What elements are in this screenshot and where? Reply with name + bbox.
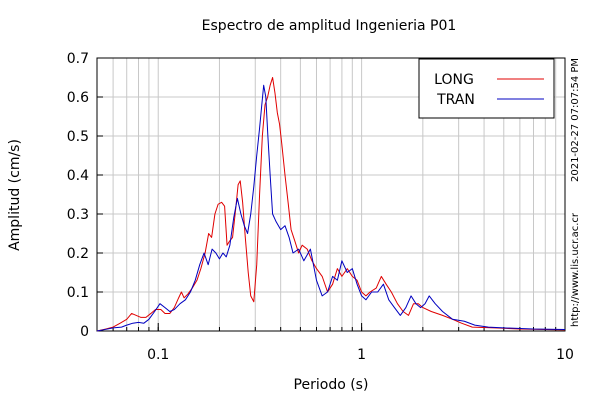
x-tick-label: 1 [357, 347, 366, 363]
legend-label-tran: TRAN [436, 92, 475, 108]
source-url-label: http://www.lis.ucr.ac.cr [570, 212, 581, 327]
series-lines [96, 77, 566, 332]
legend-box [418, 58, 555, 119]
axes: 0 0.1 0.2 0.3 0.4 0.5 0.6 0.7 0.1 1 10 [67, 51, 574, 363]
legend: LONG TRAN [418, 58, 555, 119]
y-tick-label: 0.5 [67, 129, 89, 145]
y-axis-title: Amplitud (cm/s) [7, 139, 23, 251]
x-tick-label: 0.1 [147, 347, 169, 363]
x-axis-title: Periodo (s) [294, 377, 369, 393]
y-tick-label: 0 [80, 324, 89, 340]
x-tick-label: 10 [556, 347, 574, 363]
plot-frame [96, 57, 566, 332]
y-tick-label: 0.3 [67, 207, 89, 223]
chart-title: Espectro de amplitud Ingenieria P01 [202, 18, 457, 34]
y-tick-label: 0.7 [67, 51, 89, 67]
y-tick-label: 0.4 [67, 168, 89, 184]
series-line-tran [96, 84, 566, 332]
series-line-long [96, 77, 566, 332]
y-tick-label: 0.6 [67, 90, 89, 106]
y-tick-label: 0.1 [67, 285, 89, 301]
grid [96, 57, 566, 332]
timestamp-label: 2021-02-27 07:07:54 PM [570, 58, 581, 182]
y-tick-label: 0.2 [67, 246, 89, 262]
legend-label-long: LONG [434, 72, 474, 88]
